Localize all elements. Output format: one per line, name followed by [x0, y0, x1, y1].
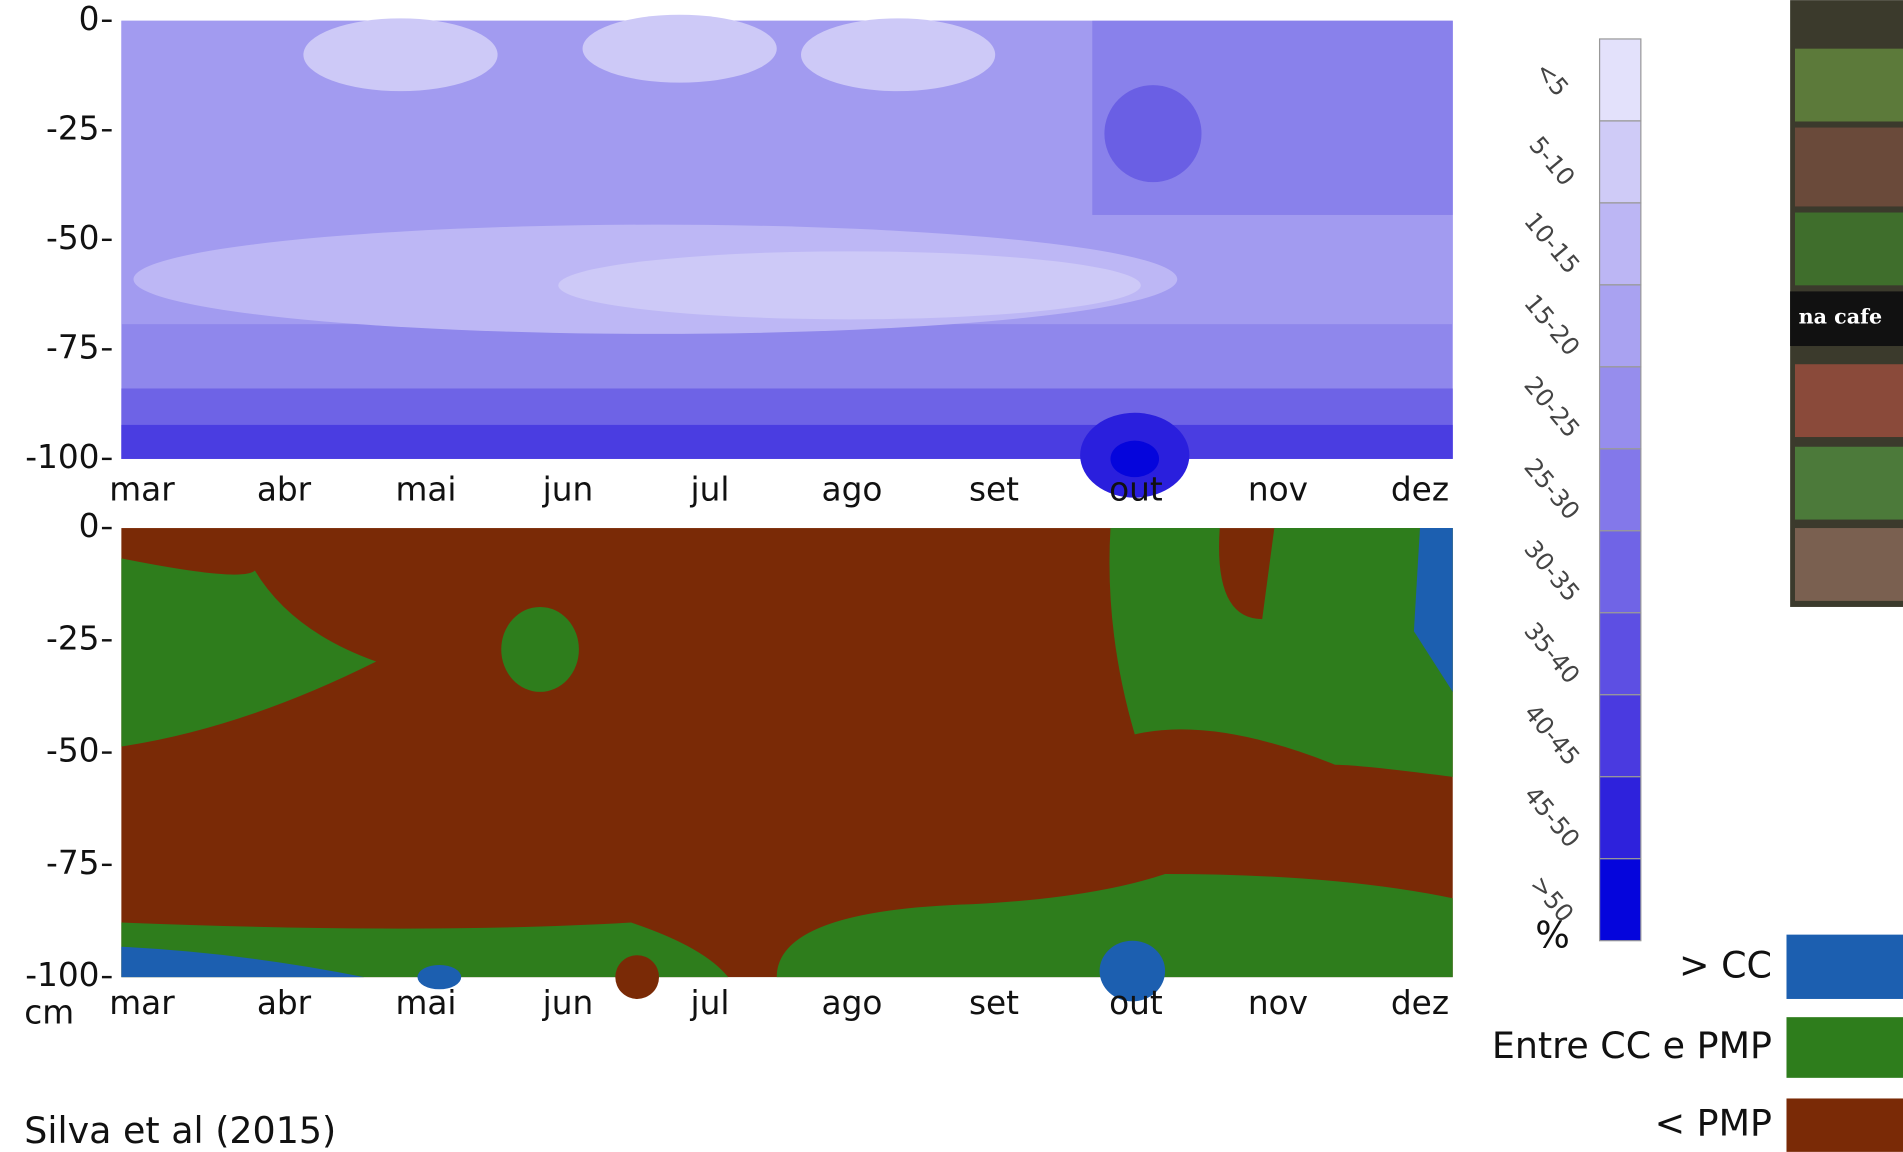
figure: na cafe cm % Silva et al (2015) 0-25-50-… — [0, 0, 1903, 1152]
colorbar-cell — [1600, 121, 1641, 203]
x-tick-label: jul — [689, 984, 729, 1022]
colorbar-cell — [1600, 777, 1641, 859]
colorbar-label: 15-20 — [1518, 289, 1586, 362]
colorbar-cell — [1600, 39, 1641, 121]
colorbar-label: 35-40 — [1518, 616, 1586, 689]
top-contour — [121, 15, 1452, 498]
x-tick-label: ago — [822, 984, 883, 1022]
x-tick-label: out — [1109, 984, 1163, 1022]
x-tick-label: dez — [1391, 471, 1449, 509]
x-tick-label: dez — [1391, 984, 1449, 1022]
x-tick-label: mar — [109, 984, 175, 1022]
colorbar-cell — [1600, 613, 1641, 695]
bottom-contour — [121, 528, 1452, 1001]
colorbar-cell — [1600, 695, 1641, 777]
y-tick-label: -50 — [46, 732, 100, 770]
y-tick-label: -75 — [46, 844, 100, 882]
x-tick-label: mar — [109, 471, 175, 509]
x-tick-label: out — [1109, 471, 1163, 509]
colorbar-cell — [1600, 859, 1641, 941]
colorbar-cell — [1600, 531, 1641, 613]
x-tick-label: nov — [1248, 984, 1308, 1022]
legend-label: Entre CC e PMP — [1492, 1024, 1772, 1067]
colorbar-label: <5 — [1530, 56, 1575, 102]
photo-strip: na cafe — [1790, 0, 1903, 607]
y-tick-label: -100 — [25, 438, 99, 476]
x-tick-label: nov — [1248, 471, 1308, 509]
x-tick-label: jun — [542, 984, 594, 1022]
x-tick-label: jul — [689, 471, 729, 509]
y-tick-label: -50 — [46, 219, 100, 257]
colorbar-cell — [1600, 203, 1641, 285]
colorbar-label: 10-15 — [1518, 207, 1586, 280]
x-tick-label: ago — [822, 471, 883, 509]
colorbar-label: 40-45 — [1518, 698, 1586, 771]
legend-swatch — [1786, 1098, 1903, 1151]
y-tick-label: 0 — [79, 507, 100, 545]
source: Silva et al (2015) — [24, 1109, 336, 1152]
colorbar-cell — [1600, 367, 1641, 449]
legend-swatch — [1786, 1017, 1903, 1078]
colorbar-label: >50 — [1525, 870, 1580, 928]
y-tick-label: -75 — [46, 328, 100, 366]
x-tick-label: abr — [257, 984, 312, 1022]
x-tick-label: jun — [542, 471, 594, 509]
legend-swatch — [1786, 935, 1903, 999]
page: {"top_panel":{"yticks":[0,-25,-50,-75,-1… — [0, 0, 1903, 1152]
x-tick-label: mai — [395, 984, 456, 1022]
legend-label: > CC — [1679, 943, 1772, 986]
colorbar-label: 25-30 — [1518, 453, 1586, 526]
y-tick-label: -25 — [46, 109, 100, 147]
y-tick-label: -25 — [46, 619, 100, 657]
side-text: na cafe — [1799, 305, 1882, 329]
x-tick-label: mai — [395, 471, 456, 509]
x-tick-label: abr — [257, 471, 312, 509]
colorbar-label: 45-50 — [1518, 780, 1586, 853]
legend-label: < PMP — [1655, 1102, 1772, 1145]
x-tick-label: set — [969, 471, 1019, 509]
x-tick-label: set — [969, 984, 1019, 1022]
colorbar-cell — [1600, 285, 1641, 367]
y-unit: cm — [24, 994, 74, 1032]
y-tick-label: 0 — [79, 0, 100, 38]
y-tick-label: -100 — [25, 956, 99, 994]
colorbar-label: 5-10 — [1523, 131, 1581, 192]
colorbar-label: 30-35 — [1518, 535, 1586, 608]
colorbar-label: 20-25 — [1518, 371, 1586, 444]
colorbar-cell — [1600, 449, 1641, 531]
